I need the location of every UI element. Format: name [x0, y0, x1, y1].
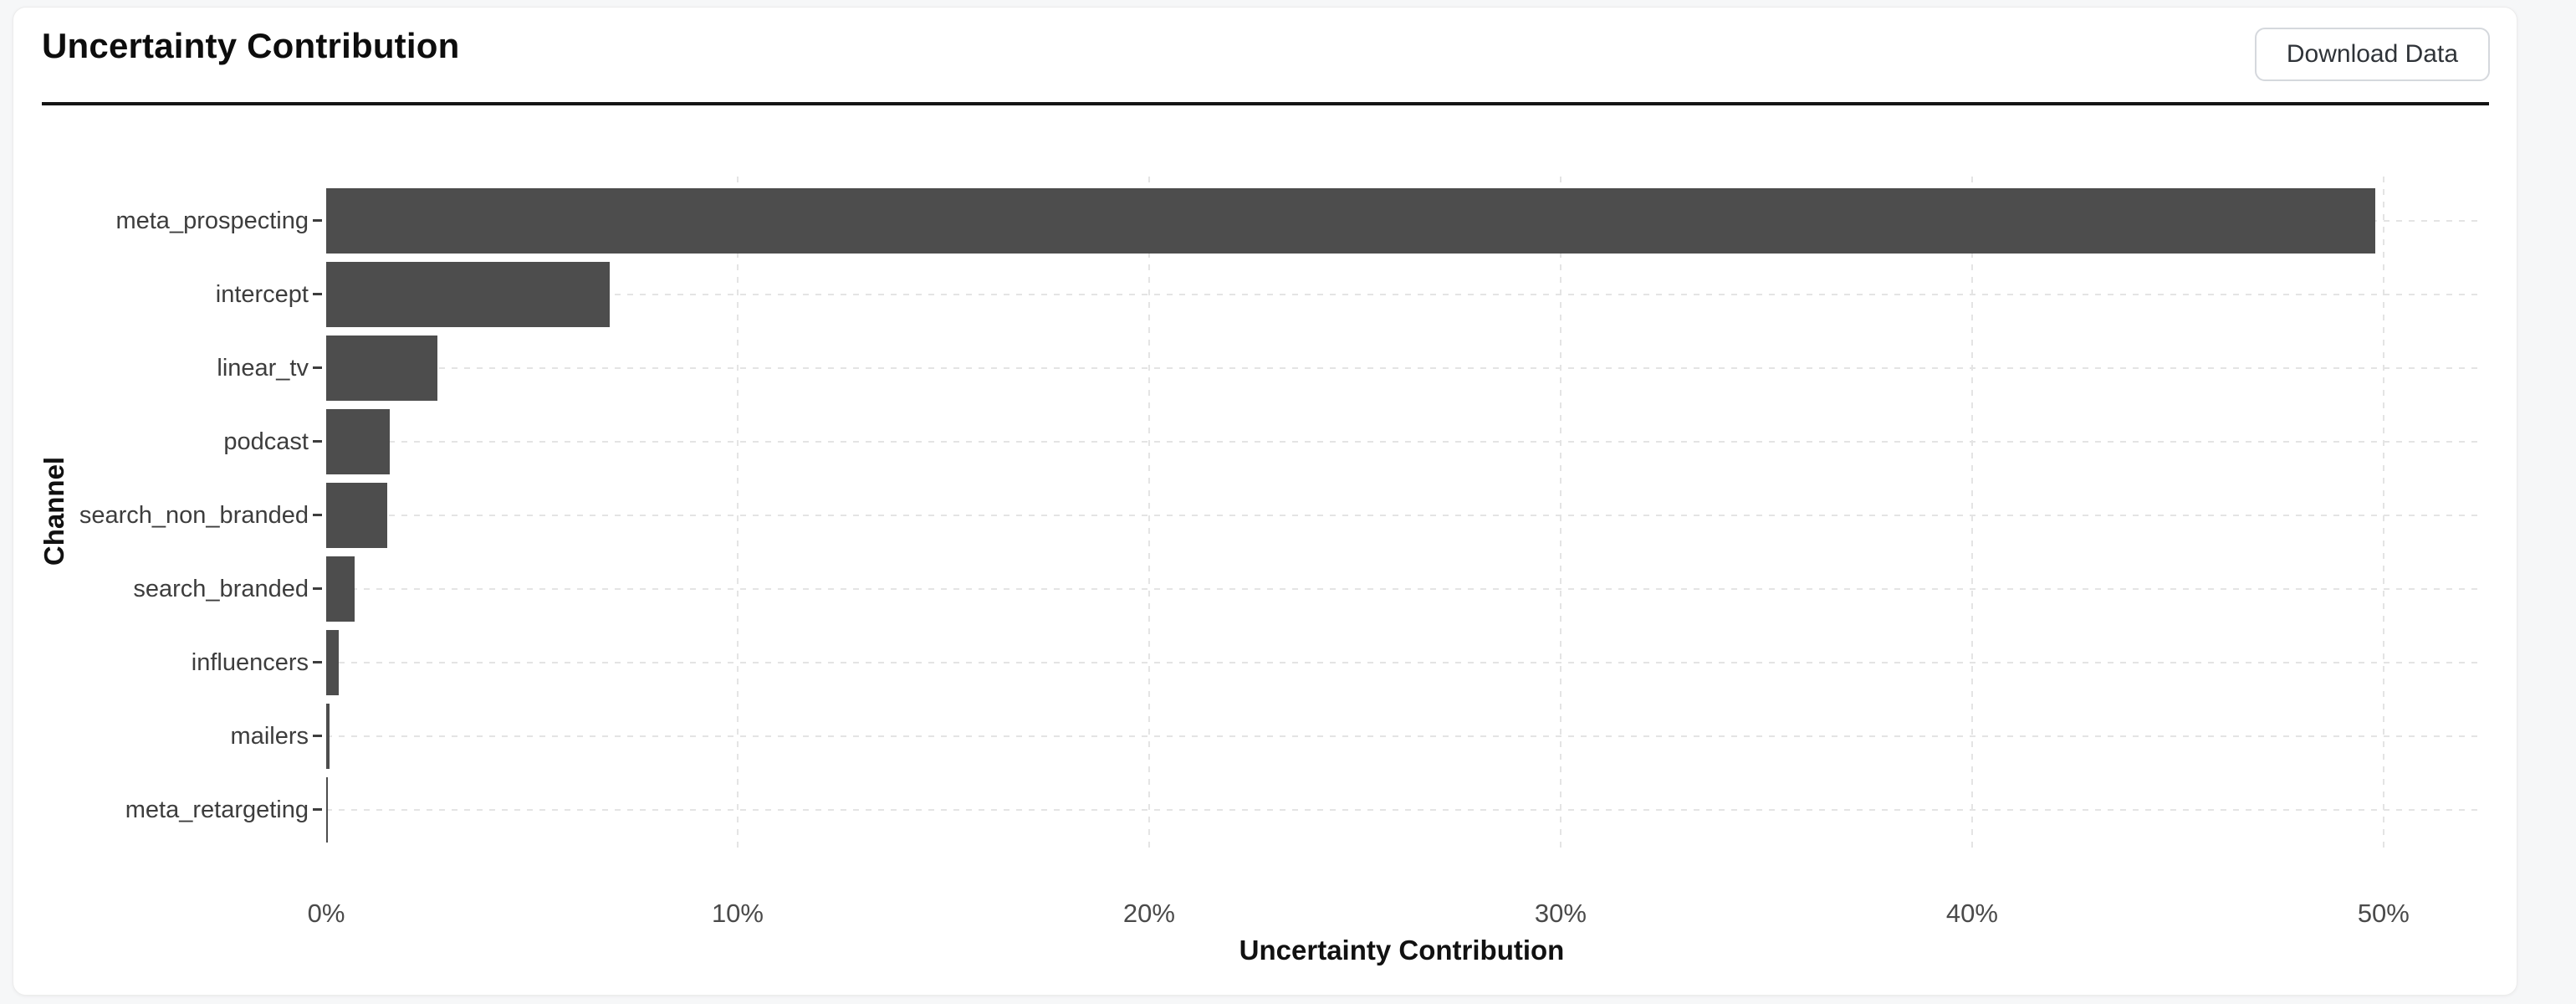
horizontal-gridline-search_branded: [326, 588, 2478, 590]
y-axis-label-linear_tv: linear_tv: [217, 355, 309, 382]
y-axis-label-mailers: mailers: [230, 723, 309, 750]
y-tick-mark-influencers: [313, 661, 322, 663]
x-axis-label-40%: 40%: [1945, 899, 1998, 928]
download-data-button[interactable]: Download Data: [2254, 28, 2490, 81]
y-axis-label-meta_prospecting: meta_prospecting: [115, 207, 309, 234]
horizontal-gridline-mailers: [326, 735, 2478, 737]
y-axis-label-podcast: podcast: [223, 428, 309, 455]
y-axis-label-search_non_branded: search_non_branded: [79, 502, 309, 529]
bar-search_non_branded[interactable]: [326, 483, 387, 548]
x-axis-label-20%: 20%: [1122, 899, 1175, 928]
page-title: Uncertainty Contribution: [42, 26, 460, 65]
x-axis-label-30%: 30%: [1534, 899, 1587, 928]
y-tick-mark-mailers: [313, 735, 322, 737]
horizontal-gridline-meta_retargeting: [326, 809, 2478, 811]
y-axis-tick-marks: [313, 177, 323, 854]
x-axis-label-10%: 10%: [711, 899, 764, 928]
y-tick-mark-search_non_branded: [313, 514, 322, 516]
bar-search_branded[interactable]: [326, 556, 355, 622]
y-tick-mark-intercept: [313, 293, 322, 295]
x-axis-title: Uncertainty Contribution: [1239, 935, 1565, 966]
horizontal-gridline-intercept: [326, 294, 2478, 295]
bar-meta_prospecting[interactable]: [326, 188, 2375, 254]
bar-influencers[interactable]: [326, 630, 339, 695]
plot-panel: [326, 177, 2478, 854]
y-tick-mark-search_branded: [313, 587, 322, 590]
bar-meta_retargeting[interactable]: [326, 777, 328, 843]
bar-mailers[interactable]: [326, 704, 330, 769]
y-axis-label-search_branded: search_branded: [133, 576, 309, 602]
y-axis-label-meta_retargeting: meta_retargeting: [125, 797, 309, 823]
horizontal-gridline-influencers: [326, 662, 2478, 663]
y-tick-mark-linear_tv: [313, 366, 322, 369]
bar-intercept[interactable]: [326, 262, 611, 327]
header-divider: [42, 102, 2489, 105]
x-axis-labels: 0% 10% 20% 30% 40% 50%: [308, 898, 2478, 931]
bar-podcast[interactable]: [326, 409, 391, 474]
chart-card: Uncertainty Contribution Download Data C…: [13, 7, 2517, 996]
bar-linear_tv[interactable]: [326, 336, 437, 401]
y-axis-label-influencers: influencers: [191, 649, 309, 676]
horizontal-gridline-podcast: [326, 441, 2478, 443]
y-tick-mark-podcast: [313, 440, 322, 443]
x-axis-label-0%: 0%: [307, 899, 345, 928]
y-tick-mark-meta_retargeting: [313, 808, 322, 811]
x-axis-label-50%: 50%: [2357, 899, 2410, 928]
y-axis-label-intercept: intercept: [215, 281, 309, 308]
horizontal-gridline-search_non_branded: [326, 515, 2478, 516]
horizontal-gridline-linear_tv: [326, 367, 2478, 369]
y-tick-mark-meta_prospecting: [313, 219, 322, 222]
